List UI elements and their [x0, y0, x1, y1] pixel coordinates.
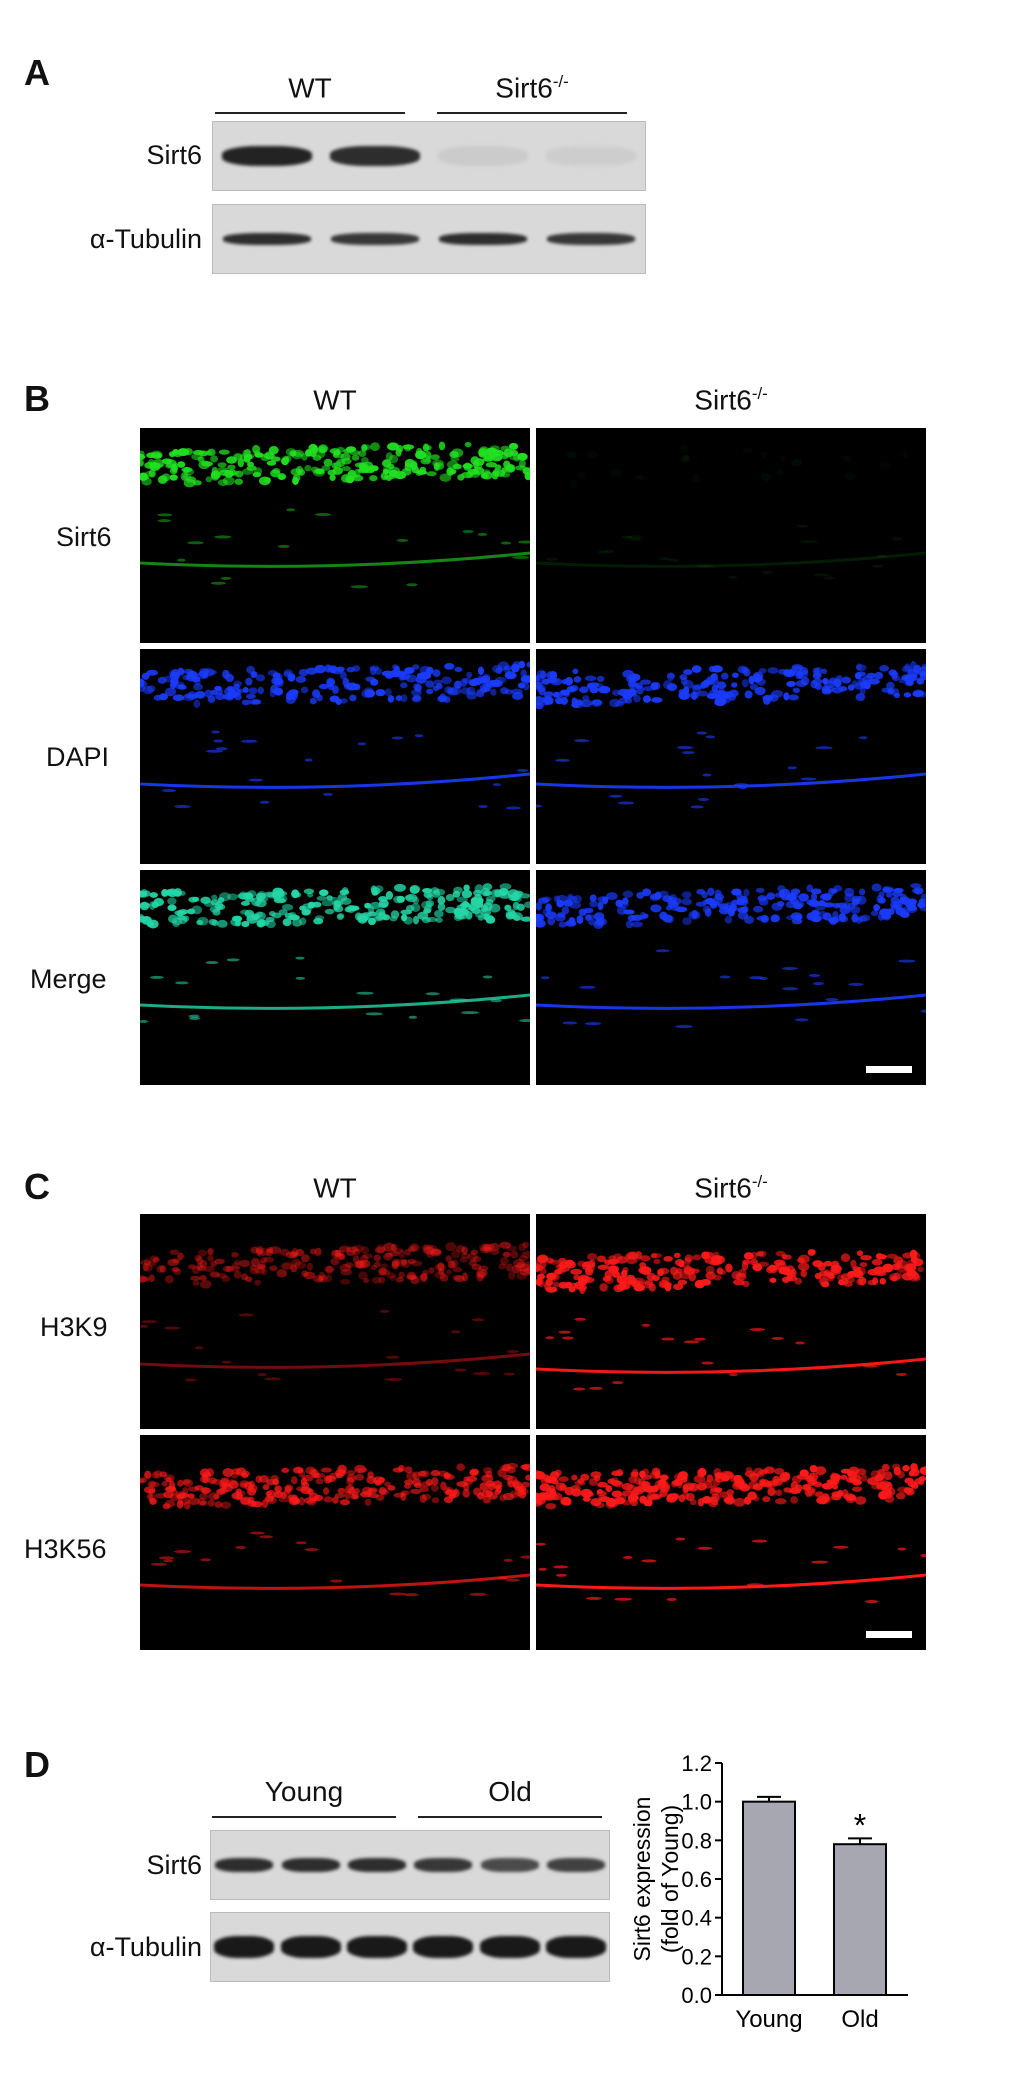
panelD-tubulin-band	[545, 1936, 606, 1958]
panelB-col-wt: WT	[140, 384, 530, 416]
tissue-texture	[536, 883, 926, 1029]
panelA-tubulin-band	[547, 233, 635, 245]
y-tick-label: 1.0	[681, 1790, 712, 1815]
panelC-col-ko-text: Sirt6	[694, 1172, 752, 1204]
tissue-texture	[536, 1249, 926, 1391]
tissue-texture	[140, 660, 530, 810]
panelD-tubulin-band	[346, 1936, 407, 1958]
panelB-col-ko-sup: -/-	[751, 384, 768, 403]
y-tick-label: 0.4	[681, 1906, 712, 1931]
panelD-tubulin-band	[479, 1936, 540, 1958]
panelA-group-ko-text: Sirt6	[495, 72, 553, 104]
panelC-col-wt: WT	[140, 1172, 530, 1204]
y-tick-label: 0.2	[681, 1944, 712, 1969]
bar-old	[833, 1843, 887, 1996]
panelD-sirt6-band	[215, 1858, 274, 1872]
panelB-image-wt-sirt6	[140, 428, 530, 643]
y-axis-title: Sirt6 expression	[629, 1797, 655, 1962]
panelB-col-ko: Sirt6-/-	[536, 384, 926, 416]
x-tick-label: Young	[735, 2006, 802, 2033]
panelB-image-wt-merge	[140, 870, 530, 1085]
panelD-sirt6-band	[347, 1858, 406, 1872]
panelB-image-ko-sirt6	[536, 428, 926, 643]
panelC-col-wt-text: WT	[313, 1172, 357, 1204]
panelB-row-label-dapi: DAPI	[46, 742, 110, 772]
panelD-sirt6-band	[546, 1858, 605, 1872]
panelA-tubulin-band	[331, 233, 419, 245]
panelA-sirt6-band	[438, 146, 528, 166]
panelC-image-ko-h3k56	[536, 1435, 926, 1650]
panelA-group-ko-sup: -/-	[552, 72, 569, 91]
panelC-image-wt-h3k56	[140, 1435, 530, 1650]
panelA-tubulin-band	[223, 233, 311, 245]
panelD-tubulin-band	[280, 1936, 341, 1958]
panelA-group-wt-text: WT	[288, 72, 332, 104]
x-tick-label: Old	[841, 2006, 878, 2033]
panelD-row-label-tubulin: α-Tubulin	[89, 1932, 202, 1962]
panelD-group-old: Old	[488, 1776, 532, 1807]
panelA-sirt6-band	[330, 146, 420, 166]
panelA-group-ko-rule	[437, 112, 627, 114]
panel-letter-a: A	[24, 52, 50, 93]
panelA-group-wt-rule	[215, 112, 405, 114]
panelB-row-label-sirt6: Sirt6	[56, 522, 112, 552]
panelD-row-label-sirt6: Sirt6	[146, 1850, 202, 1880]
panelA-row-label-tubulin: α-Tubulin	[89, 224, 202, 254]
y-axis-subtitle: (fold of Young)	[657, 1805, 683, 1953]
panelD-group-old-rule	[418, 1816, 602, 1818]
panelB-row-label-merge: Merge	[30, 964, 107, 994]
bar-young	[742, 1800, 796, 1996]
panelC-col-ko: Sirt6-/-	[536, 1172, 926, 1204]
panelC-col-ko-sup: -/-	[751, 1172, 768, 1191]
y-tick-label: 0.6	[681, 1867, 712, 1892]
panelC-scale-bar	[866, 1631, 912, 1638]
y-tick-label: 0.0	[681, 1983, 712, 2008]
panelC-image-wt-h3k9	[140, 1214, 530, 1429]
panelC-row-label-h3k9: H3K9	[40, 1312, 108, 1342]
panelA-blot-sirt6	[212, 121, 646, 191]
panel-letter-d: D	[24, 1744, 50, 1785]
panelD-sirt6-band	[480, 1858, 539, 1872]
tissue-texture	[140, 1241, 530, 1382]
panelA-row-label-sirt6: Sirt6	[146, 140, 202, 170]
significance-marker: *	[854, 1807, 866, 1843]
panelA-sirt6-band	[222, 146, 312, 166]
panelB-scale-bar	[866, 1066, 912, 1073]
y-tick-label: 0.8	[681, 1828, 712, 1853]
tissue-texture	[536, 450, 926, 580]
tissue-texture	[140, 883, 530, 1023]
panelB-image-ko-merge	[536, 870, 926, 1085]
tissue-texture	[140, 441, 530, 589]
panelD-group-young-rule	[212, 1816, 396, 1818]
panelB-col-ko-text: Sirt6	[694, 384, 752, 416]
panelA-sirt6-band	[546, 146, 636, 166]
panelB-image-wt-dapi	[140, 649, 530, 864]
panelA-blot-tubulin	[212, 204, 646, 274]
panelC-row-label-h3k56: H3K56	[24, 1534, 107, 1564]
panelB-image-ko-dapi	[536, 649, 926, 864]
panelD-blot-sirt6	[210, 1830, 610, 1900]
panelD-tubulin-band	[214, 1936, 275, 1958]
panelD-sirt6-band	[281, 1858, 340, 1872]
tissue-texture	[536, 1463, 926, 1604]
panelC-image-ko-h3k9	[536, 1214, 926, 1429]
panelA-group-wt: WT	[215, 72, 405, 104]
tissue-texture	[536, 660, 926, 809]
panelB-col-wt-text: WT	[313, 384, 357, 416]
y-tick-label: 1.2	[681, 1751, 712, 1776]
panel-letter-b: B	[24, 378, 50, 419]
panelD-sirt6-band	[414, 1858, 473, 1872]
panelA-tubulin-band	[439, 233, 527, 245]
tissue-texture	[140, 1462, 530, 1597]
panelD-tubulin-band	[413, 1936, 474, 1958]
panel-letter-c: C	[24, 1166, 50, 1207]
panelA-group-ko: Sirt6-/-	[437, 72, 627, 104]
panelD-group-young: Young	[264, 1776, 344, 1807]
panelD-bar-chart: 0.0 0.2 0.4 0.6 0.8 1.0 1.2 Sirt6 expression (fo…	[629, 1751, 908, 2033]
panelD-blot-tubulin	[210, 1912, 610, 1982]
